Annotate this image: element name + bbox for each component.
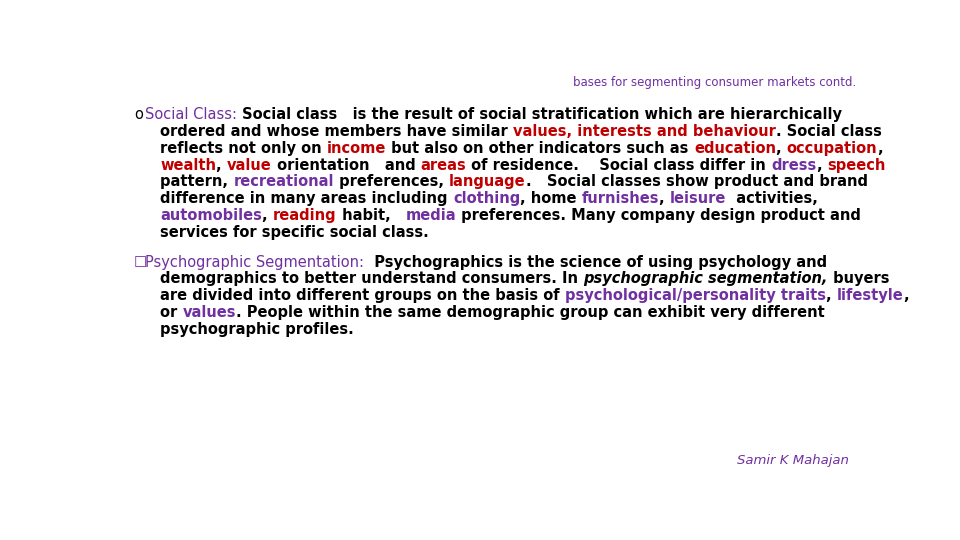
Text: ,: , xyxy=(216,158,228,172)
Text: values, interests and behaviour: values, interests and behaviour xyxy=(514,124,776,139)
Text: education: education xyxy=(694,140,776,156)
Text: ☐: ☐ xyxy=(134,254,147,269)
Text: ,: , xyxy=(903,288,909,303)
Text: Samir K Mahajan: Samir K Mahajan xyxy=(736,454,849,467)
Text: speech: speech xyxy=(828,158,886,172)
Text: lifestyle: lifestyle xyxy=(837,288,903,303)
Text: ordered and whose members have similar: ordered and whose members have similar xyxy=(160,124,514,139)
Text: Social class   is the result of social stratification which are hierarchically: Social class is the result of social str… xyxy=(237,107,842,122)
Text: areas: areas xyxy=(420,158,467,172)
Text: ,: , xyxy=(660,191,670,206)
Text: reading: reading xyxy=(273,208,337,224)
Text: recreational: recreational xyxy=(233,174,334,190)
Text: income: income xyxy=(327,140,387,156)
Text: values: values xyxy=(182,305,236,320)
Text: are divided into different groups on the basis of: are divided into different groups on the… xyxy=(160,288,565,303)
Text: , home: , home xyxy=(520,191,582,206)
Text: dress: dress xyxy=(771,158,817,172)
Text: Social Class:: Social Class: xyxy=(145,107,237,122)
Text: media: media xyxy=(406,208,456,224)
Text: pattern,: pattern, xyxy=(160,174,233,190)
Text: psychological/personality traits: psychological/personality traits xyxy=(565,288,826,303)
Text: services for specific social class.: services for specific social class. xyxy=(160,225,429,240)
Text: ,: , xyxy=(817,158,828,172)
Text: buyers: buyers xyxy=(828,272,889,287)
Text: ,: , xyxy=(826,288,837,303)
Text: Psychographics is the science of using psychology and: Psychographics is the science of using p… xyxy=(364,254,827,269)
Text: habit,: habit, xyxy=(337,208,406,224)
Text: wealth: wealth xyxy=(160,158,216,172)
Text: preferences. Many company design product and: preferences. Many company design product… xyxy=(456,208,861,224)
Text: clothing: clothing xyxy=(453,191,520,206)
Text: o: o xyxy=(134,107,143,122)
Text: occupation: occupation xyxy=(786,140,877,156)
Text: .   Social classes show product and brand: . Social classes show product and brand xyxy=(526,174,868,190)
Text: or: or xyxy=(160,305,182,320)
Text: automobiles: automobiles xyxy=(160,208,262,224)
Text: psychographic segmentation,: psychographic segmentation, xyxy=(584,272,828,287)
Text: activities,: activities, xyxy=(727,191,818,206)
Text: ,: , xyxy=(262,208,273,224)
Text: reflects not only on: reflects not only on xyxy=(160,140,327,156)
Text: ,: , xyxy=(776,140,786,156)
Text: Psychographic Segmentation:: Psychographic Segmentation: xyxy=(145,254,364,269)
Text: leisure: leisure xyxy=(670,191,727,206)
Text: value: value xyxy=(228,158,272,172)
Text: ,: , xyxy=(877,140,883,156)
Text: . People within the same demographic group can exhibit very different: . People within the same demographic gro… xyxy=(236,305,825,320)
Text: but also on other indicators such as: but also on other indicators such as xyxy=(387,140,694,156)
Text: language: language xyxy=(449,174,526,190)
Text: of residence.    Social class differ in: of residence. Social class differ in xyxy=(467,158,771,172)
Text: orientation   and: orientation and xyxy=(272,158,420,172)
Text: . Social class: . Social class xyxy=(776,124,882,139)
Text: furnishes: furnishes xyxy=(582,191,660,206)
Text: preferences,: preferences, xyxy=(334,174,449,190)
Text: difference in many areas including: difference in many areas including xyxy=(160,191,453,206)
Text: psychographic profiles.: psychographic profiles. xyxy=(160,322,354,338)
Text: bases for segmenting consumer markets contd.: bases for segmenting consumer markets co… xyxy=(573,76,856,89)
Text: demographics to better understand consumers. In: demographics to better understand consum… xyxy=(160,272,584,287)
